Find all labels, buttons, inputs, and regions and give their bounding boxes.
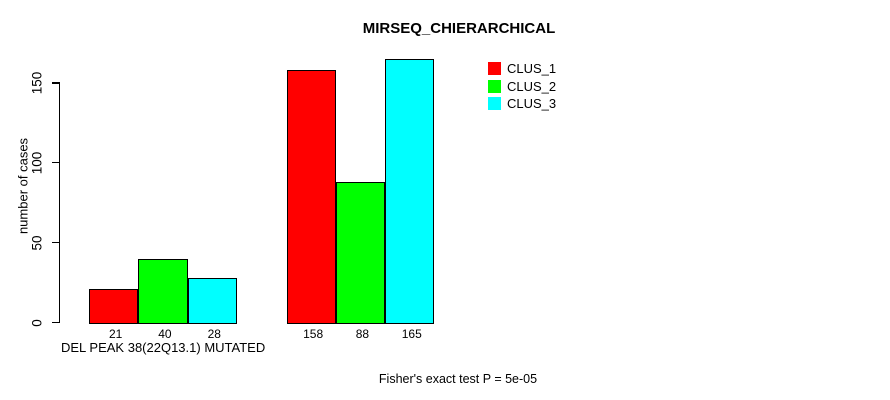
legend-entry-label: CLUS_3 bbox=[507, 96, 557, 111]
legend: CLUS_1 CLUS_2 CLUS_3 bbox=[488, 62, 556, 110]
bar-clus_3-group1 bbox=[187, 277, 237, 324]
bar-value-label: 165 bbox=[401, 327, 422, 341]
bar-value-label: 88 bbox=[355, 327, 370, 341]
legend-entry-label: CLUS_2 bbox=[507, 78, 557, 94]
bar-value-label: 40 bbox=[158, 327, 172, 341]
legend-entry: CLUS_1 bbox=[488, 62, 556, 75]
legend-entry-label: CLUS_1 bbox=[507, 61, 557, 76]
legend-entry: CLUS_2 bbox=[488, 78, 557, 94]
legend-entry: CLUS_3 bbox=[488, 97, 556, 110]
y-axis-tick bbox=[52, 321, 60, 324]
y-axis-tick bbox=[52, 82, 60, 84]
legend-swatch-icon bbox=[488, 62, 501, 75]
bar-clus_1-group2 bbox=[286, 70, 336, 324]
y-axis-tick bbox=[52, 162, 60, 164]
x-axis-label: DEL PEAK 38(22Q13.1) MUTATED bbox=[61, 340, 266, 355]
bar-value-label: 21 bbox=[108, 327, 123, 341]
bar-value-label: 28 bbox=[207, 327, 221, 341]
bar-value-label: 158 bbox=[303, 327, 324, 341]
y-axis-tick bbox=[52, 242, 60, 244]
y-axis-tick-label: 50 bbox=[29, 235, 45, 251]
bar-clus_3-group2 bbox=[385, 59, 435, 324]
y-axis-tick-label: 100 bbox=[29, 151, 45, 175]
chart-title: MIRSEQ_CHIERARCHICAL bbox=[362, 20, 556, 37]
bar-clus_2-group2 bbox=[335, 181, 386, 324]
bar-clus_2-group1 bbox=[138, 258, 188, 324]
annotation-text: Fisher's exact test P = 5e-05 bbox=[378, 372, 538, 386]
y-axis-tick-label: 150 bbox=[29, 71, 45, 95]
legend-swatch-icon bbox=[488, 79, 501, 93]
y-axis-line bbox=[59, 83, 61, 323]
legend-swatch-icon bbox=[488, 97, 501, 110]
y-axis-tick-label: 0 bbox=[29, 318, 45, 327]
bar-clus_1-group1 bbox=[89, 288, 139, 324]
y-axis-label: number of cases bbox=[15, 137, 31, 235]
